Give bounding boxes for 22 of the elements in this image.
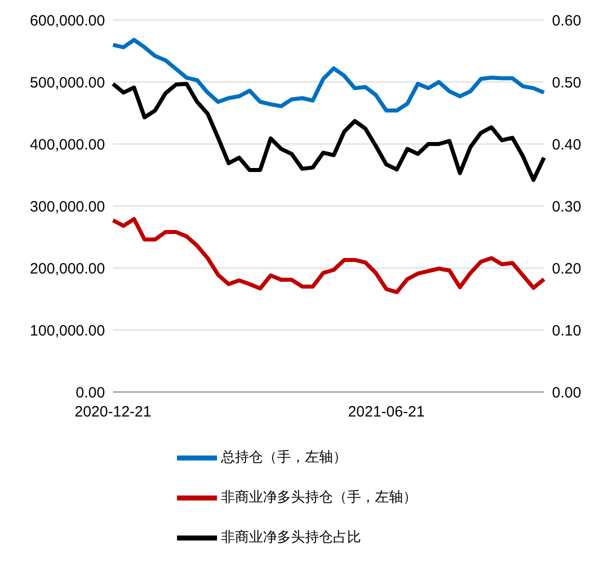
y-tick-label: 200,000.00 <box>30 260 105 278</box>
y-tick-label: 300,000.00 <box>30 198 105 216</box>
x-tick-label: 2020-12-21 <box>74 404 152 421</box>
legend-label: 非商业净多头持仓占比 <box>221 528 361 545</box>
y-tick-label: 100,000.00 <box>30 322 105 340</box>
y2-tick-label: 0.30 <box>552 198 582 216</box>
y-tick-label: 500,000.00 <box>30 74 105 92</box>
line-series <box>111 82 546 182</box>
y2-tick-label: 0.40 <box>552 136 582 154</box>
y2-tick-label: 0.60 <box>552 12 582 30</box>
y2-tick-label: 0.00 <box>552 384 582 402</box>
y2-tick-label: 0.10 <box>552 322 582 340</box>
line-series <box>111 38 546 113</box>
y-tick-label: 600,000.00 <box>30 12 105 30</box>
legend-label: 非商业净多头持仓（手，左轴） <box>221 488 417 505</box>
line-series <box>111 217 546 294</box>
y2-tick-label: 0.20 <box>552 260 582 278</box>
y-tick-label: 0.00 <box>76 384 105 402</box>
y2-tick-label: 0.50 <box>552 74 582 92</box>
x-tick-label: 2021-06-21 <box>348 404 425 421</box>
y-tick-label: 400,000.00 <box>30 136 105 154</box>
legend-label: 总持仓（手，左轴） <box>221 448 347 465</box>
